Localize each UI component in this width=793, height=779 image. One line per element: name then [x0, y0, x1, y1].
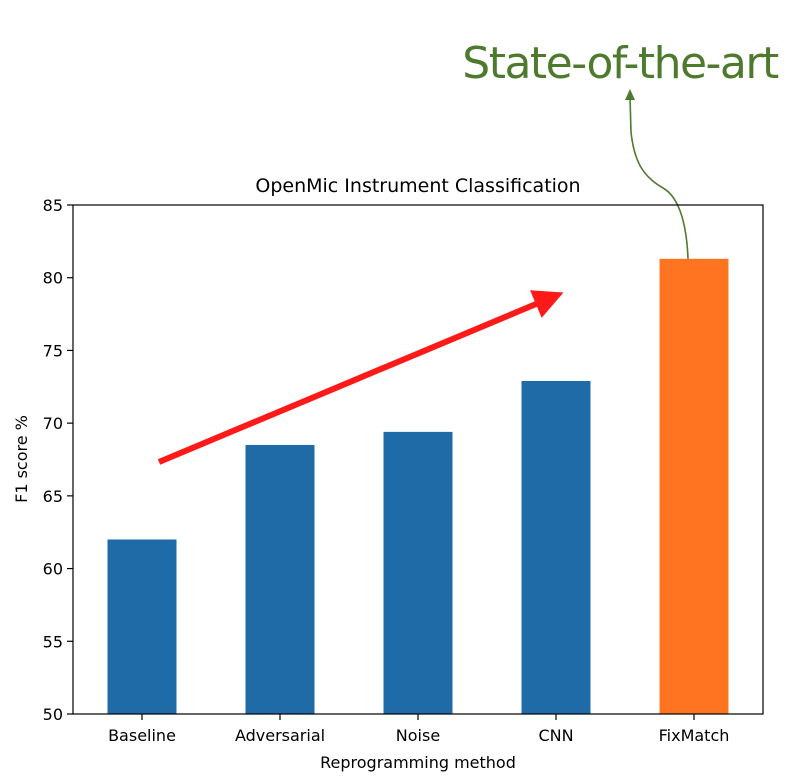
y-tick-label: 80 — [43, 269, 63, 288]
bar-adversarial — [245, 444, 315, 714]
x-tick-label: CNN — [538, 726, 573, 745]
bars-group — [107, 258, 729, 714]
x-tick-label: FixMatch — [659, 726, 730, 745]
x-tick-label: Baseline — [108, 726, 176, 745]
annotation-arrowhead — [625, 89, 635, 100]
y-axis: 50 55 60 65 70 75 80 85 — [43, 196, 73, 724]
x-axis: Baseline Adversarial Noise CNN FixMatch — [108, 714, 729, 745]
trend-arrow — [157, 290, 564, 465]
y-axis-title: F1 score % — [12, 415, 31, 503]
annotation-curve — [629, 96, 690, 293]
chart-title: OpenMic Instrument Classification — [255, 175, 580, 197]
y-tick-label: 65 — [43, 487, 63, 506]
y-tick-label: 85 — [43, 196, 63, 215]
y-tick-label: 50 — [43, 705, 63, 724]
y-tick-label: 75 — [43, 341, 63, 360]
bar-baseline — [107, 539, 177, 714]
y-tick-label: 60 — [43, 560, 63, 579]
y-tick-label: 70 — [43, 414, 63, 433]
x-tick-label: Noise — [396, 726, 440, 745]
bar-fixmatch — [659, 258, 729, 714]
x-tick-label: Adversarial — [235, 726, 325, 745]
bar-cnn — [521, 380, 591, 714]
bar-noise — [383, 431, 453, 714]
x-axis-title: Reprogramming method — [320, 753, 516, 772]
y-tick-label: 55 — [43, 632, 63, 651]
annotation-label: State-of-the-art — [462, 38, 779, 89]
